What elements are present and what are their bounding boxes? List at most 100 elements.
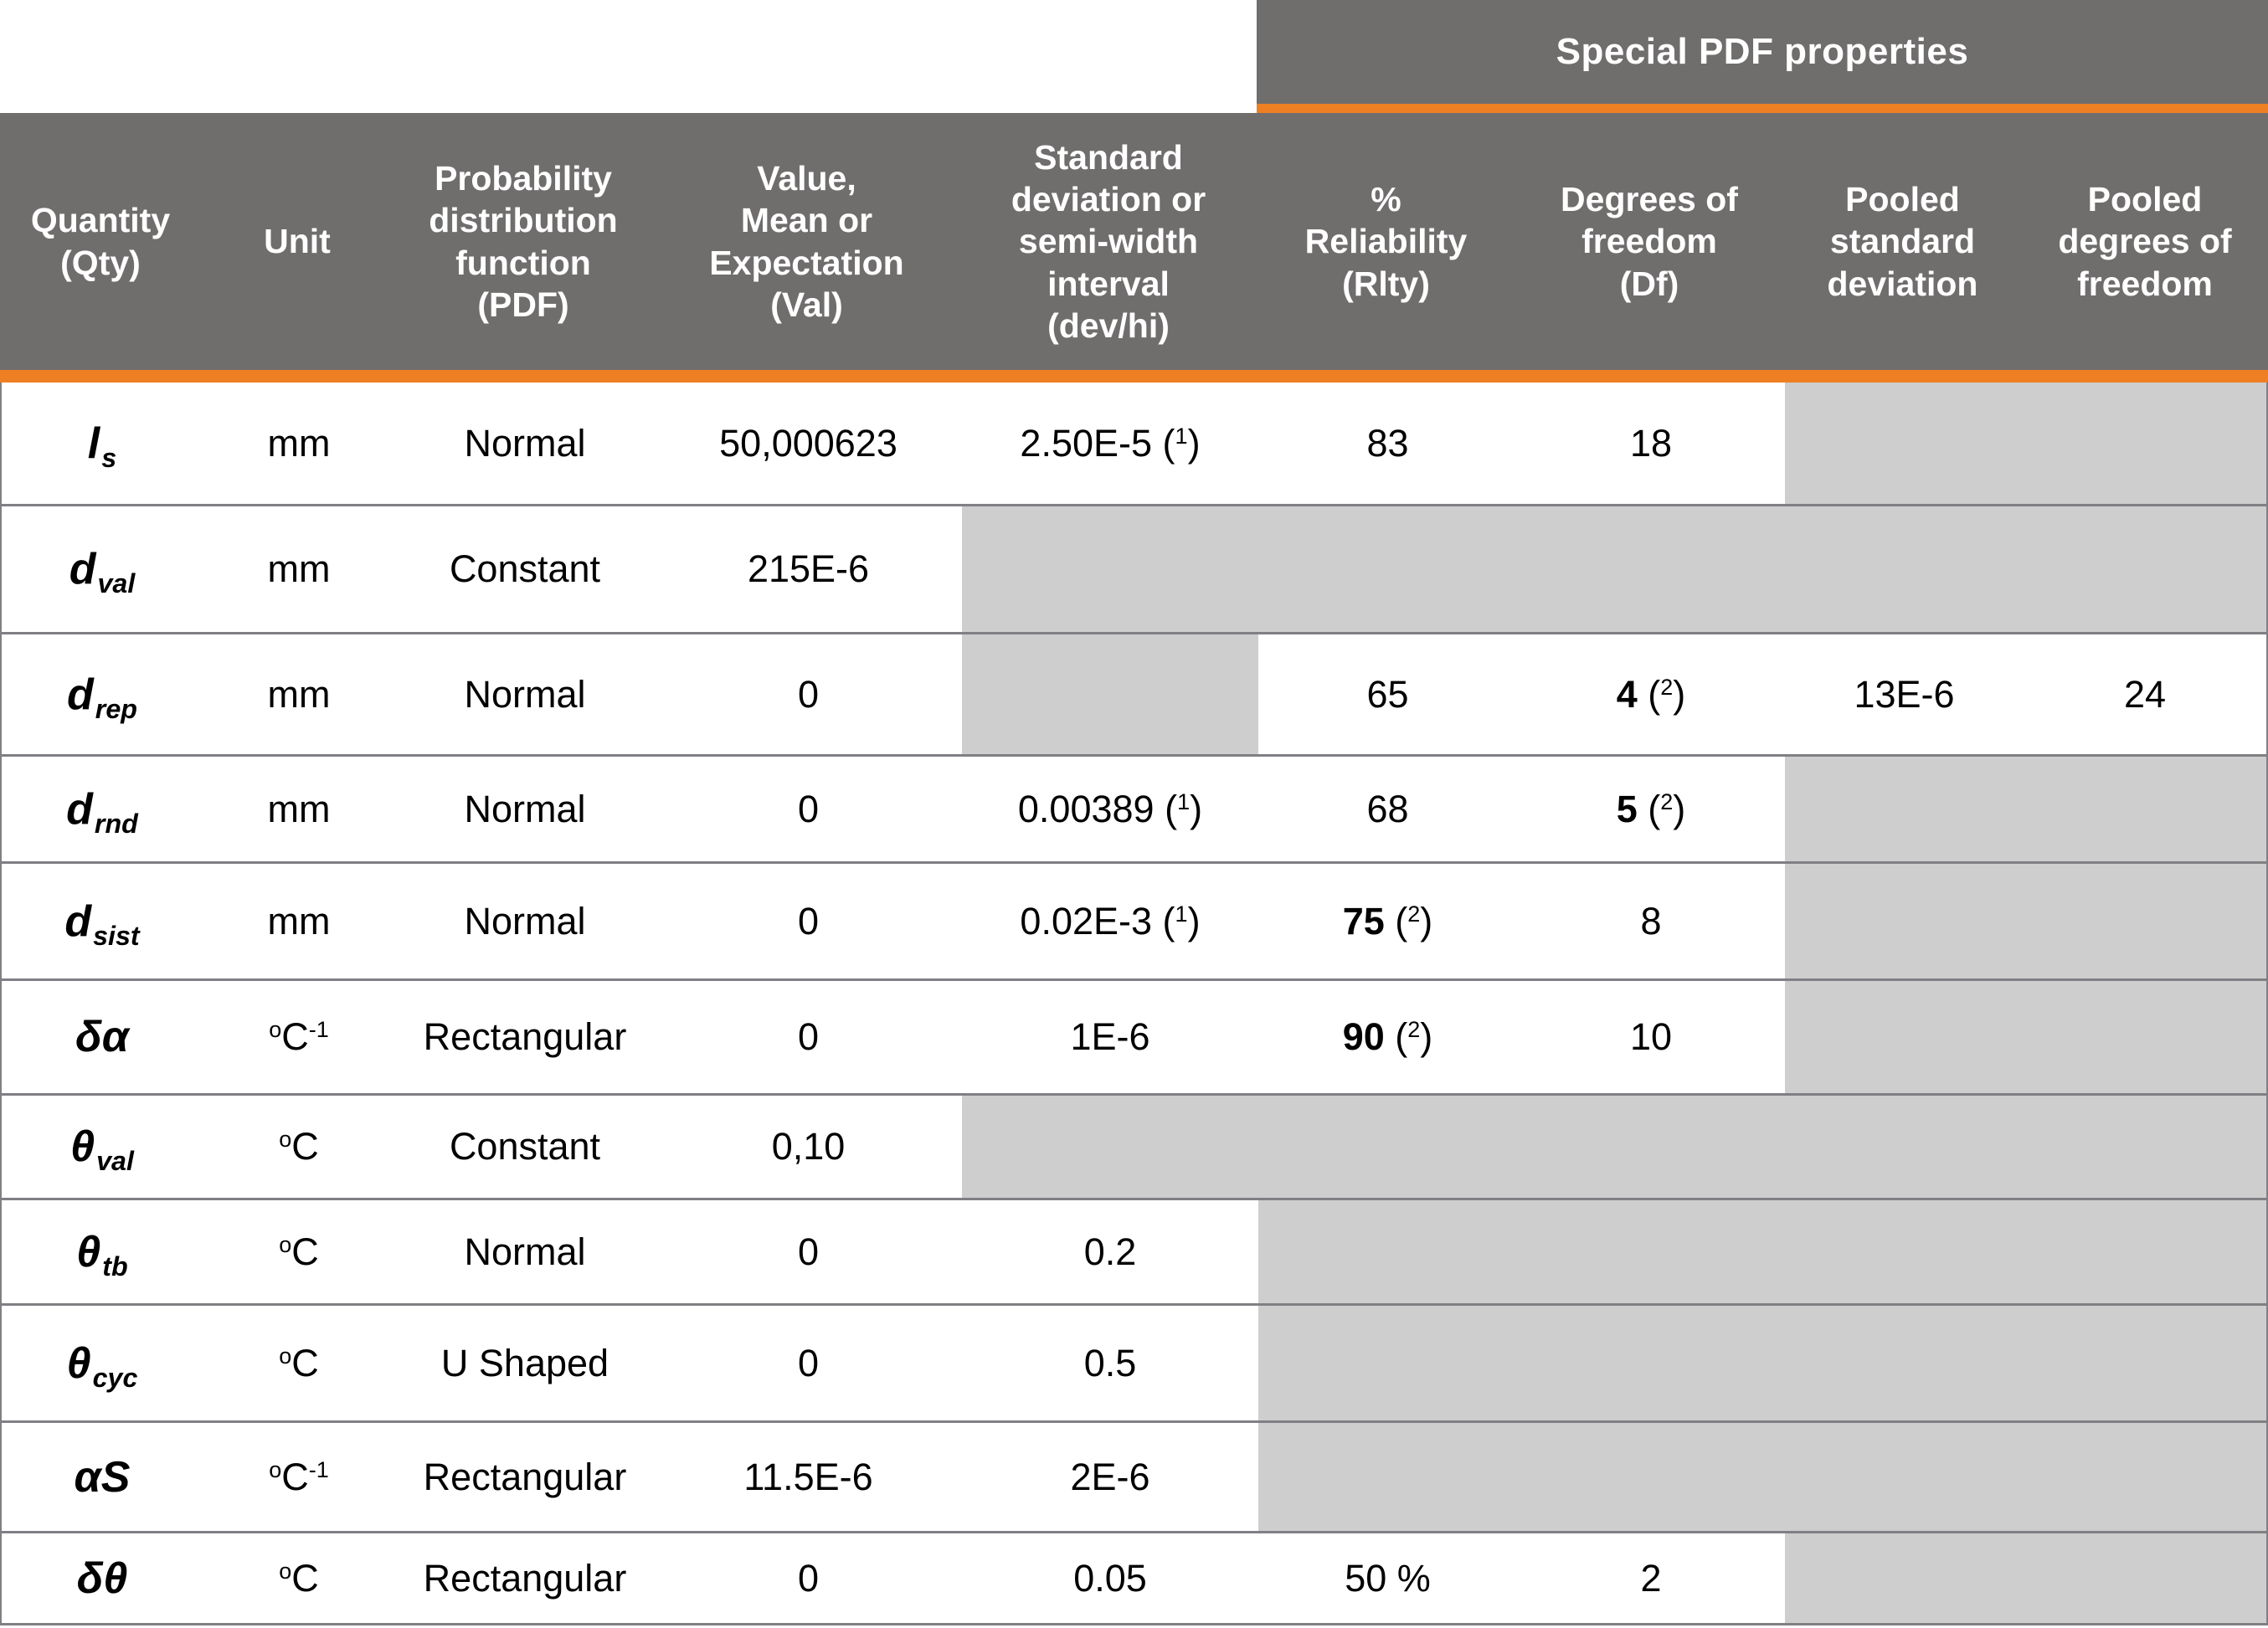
cell-value-ls-rlty: 83 (1366, 421, 1409, 465)
cell-value-drep-df: 4 (2) (1616, 672, 1686, 716)
cell-delta-theta-pooled-sd (1785, 1533, 2024, 1623)
table-row-ls: ls mm Normal 50,000623 2.50E-5 (1) 83 18 (2, 383, 2266, 506)
cell-value-dsist-val: 0 (797, 899, 820, 942)
cell-drep-unit: mm (203, 634, 395, 754)
cell-value-delta-theta-pdf: Rectangular (423, 1556, 627, 1600)
special-pdf-properties-label: Special PDF properties (1556, 31, 1969, 72)
cell-value-theta-cyc-unit: oC (279, 1341, 319, 1384)
table-row-dsist: dsist mm Normal 0 0.02E-3 (1) 75 (2) 8 (2, 864, 2266, 981)
cell-theta-val-pdf: Constant (395, 1096, 655, 1198)
cell-alpha-s-pooled-df (2024, 1423, 2266, 1531)
cell-theta-val-pooled-df (2024, 1096, 2266, 1198)
table-row-delta-theta: δθ oC Rectangular 0 0.05 50 % 2 (2, 1533, 2266, 1625)
banner-left-spacer (0, 0, 1257, 113)
cell-value-dsist-df: 8 (1640, 899, 1662, 942)
column-header-pdf: Probability distribution function (PDF) (429, 159, 618, 324)
cell-theta-val-val: 0,10 (655, 1096, 962, 1198)
cell-drep-df: 4 (2) (1517, 634, 1785, 754)
cell-value-drnd-df: 5 (2) (1616, 787, 1686, 830)
cell-value-delta-theta-df: 2 (1640, 1556, 1662, 1600)
table-row-theta-tb: θtb oC Normal 0 0.2 (2, 1200, 2266, 1306)
cell-value-drnd-qty: drnd (66, 784, 138, 839)
cell-alpha-s-val: 11.5E-6 (655, 1423, 962, 1531)
cell-alpha-s-unit: oC-1 (203, 1423, 395, 1531)
table-row-alpha-s: αS oC-1 Rectangular 11.5E-6 2E-6 (2, 1423, 2266, 1533)
cell-alpha-s-devhi: 2E-6 (962, 1423, 1258, 1531)
cell-value-delta-alpha-pdf: Rectangular (423, 1015, 627, 1058)
column-header-unit: Unit (264, 222, 331, 261)
cell-value-theta-cyc-devhi: 0.5 (1083, 1341, 1137, 1384)
column-header-pooled-sd: Pooled standard deviation (1827, 180, 1978, 303)
cell-theta-tb-rlty (1258, 1200, 1517, 1303)
cell-theta-tb-qty: θtb (2, 1200, 203, 1303)
cell-value-ls-devhi: 2.50E-5 (1) (1020, 421, 1201, 465)
cell-value-ls-unit: mm (267, 421, 331, 465)
cell-dval-rlty (1258, 506, 1517, 632)
cell-alpha-s-qty: αS (2, 1423, 203, 1531)
cell-value-dsist-qty: dsist (64, 896, 140, 951)
cell-value-drnd-pdf: Normal (464, 787, 586, 830)
cell-value-ls-pdf: Normal (464, 421, 586, 465)
column-header-df: Degrees of freedom (Df) (1561, 180, 1738, 303)
cell-ls-rlty: 83 (1258, 383, 1517, 504)
cell-dval-df (1517, 506, 1785, 632)
special-pdf-banner-row: Special PDF properties (0, 0, 2268, 113)
cell-drnd-pooled-sd (1785, 757, 2024, 861)
cell-value-delta-alpha-rlty: 90 (2) (1342, 1015, 1433, 1058)
cell-theta-cyc-pooled-df (2024, 1306, 2266, 1420)
cell-value-ls-val: 50,000623 (719, 421, 897, 465)
cell-value-theta-cyc-pdf: U Shaped (440, 1341, 609, 1384)
cell-dsist-qty: dsist (2, 864, 203, 978)
cell-value-delta-alpha-devhi: 1E-6 (1070, 1015, 1150, 1058)
cell-value-alpha-s-qty: αS (74, 1452, 131, 1502)
cell-value-theta-tb-qty: θtb (76, 1227, 128, 1281)
cell-delta-theta-qty: δθ (2, 1533, 203, 1623)
cell-delta-theta-pooled-df (2024, 1533, 2266, 1623)
table-row-dval: dval mm Constant 215E-6 (2, 506, 2266, 634)
cell-dval-devhi (962, 506, 1258, 632)
cell-drnd-rlty: 68 (1258, 757, 1517, 861)
cell-value-dval-pdf: Constant (449, 547, 601, 590)
cell-delta-alpha-qty: δα (2, 981, 203, 1093)
cell-value-alpha-s-val: 11.5E-6 (743, 1455, 873, 1498)
cell-theta-val-df (1517, 1096, 1785, 1198)
cell-value-dval-val: 215E-6 (747, 547, 870, 590)
cell-theta-val-pooled-sd (1785, 1096, 2024, 1198)
cell-dsist-df: 8 (1517, 864, 1785, 978)
cell-theta-cyc-pdf: U Shaped (395, 1306, 655, 1420)
cell-theta-val-qty: θval (2, 1096, 203, 1198)
cell-dval-pooled-df (2024, 506, 2266, 632)
cell-dval-unit: mm (203, 506, 395, 632)
cell-value-dval-unit: mm (267, 547, 331, 590)
cell-value-delta-theta-rlty: 50 % (1345, 1556, 1431, 1600)
cell-theta-tb-pooled-sd (1785, 1200, 2024, 1303)
cell-dsist-val: 0 (655, 864, 962, 978)
cell-value-delta-theta-unit: oC (279, 1556, 319, 1600)
cell-value-drnd-unit: mm (267, 787, 331, 830)
cell-theta-val-unit: oC (203, 1096, 395, 1198)
cell-value-alpha-s-devhi: 2E-6 (1070, 1455, 1150, 1498)
cell-value-drnd-rlty: 68 (1366, 787, 1409, 830)
cell-ls-unit: mm (203, 383, 395, 504)
cell-delta-alpha-pooled-sd (1785, 981, 2024, 1093)
cell-value-dsist-devhi: 0.02E-3 (1) (1020, 899, 1201, 942)
cell-value-alpha-s-pdf: Rectangular (423, 1455, 627, 1498)
cell-delta-alpha-pooled-df (2024, 981, 2266, 1093)
cell-value-theta-cyc-val: 0 (797, 1341, 820, 1384)
cell-dval-pdf: Constant (395, 506, 655, 632)
cell-theta-cyc-df (1517, 1306, 1785, 1420)
cell-ls-pooled-sd (1785, 383, 2024, 504)
cell-ls-devhi: 2.50E-5 (1) (962, 383, 1258, 504)
column-header-qty: Quantity (Qty) (30, 201, 171, 282)
cell-value-dsist-pdf: Normal (464, 899, 586, 942)
cell-value-theta-tb-devhi: 0.2 (1083, 1230, 1137, 1273)
table-row-theta-cyc: θcyc oC U Shaped 0 0.5 (2, 1306, 2266, 1423)
cell-theta-tb-devhi: 0.2 (962, 1200, 1258, 1303)
cell-delta-theta-devhi: 0.05 (962, 1533, 1258, 1623)
cell-value-dsist-unit: mm (267, 899, 331, 942)
cell-delta-alpha-val: 0 (655, 981, 962, 1093)
cell-drep-rlty: 65 (1258, 634, 1517, 754)
cell-ls-val: 50,000623 (655, 383, 962, 504)
cell-delta-theta-pdf: Rectangular (395, 1533, 655, 1623)
cell-value-drep-rlty: 65 (1366, 672, 1409, 716)
